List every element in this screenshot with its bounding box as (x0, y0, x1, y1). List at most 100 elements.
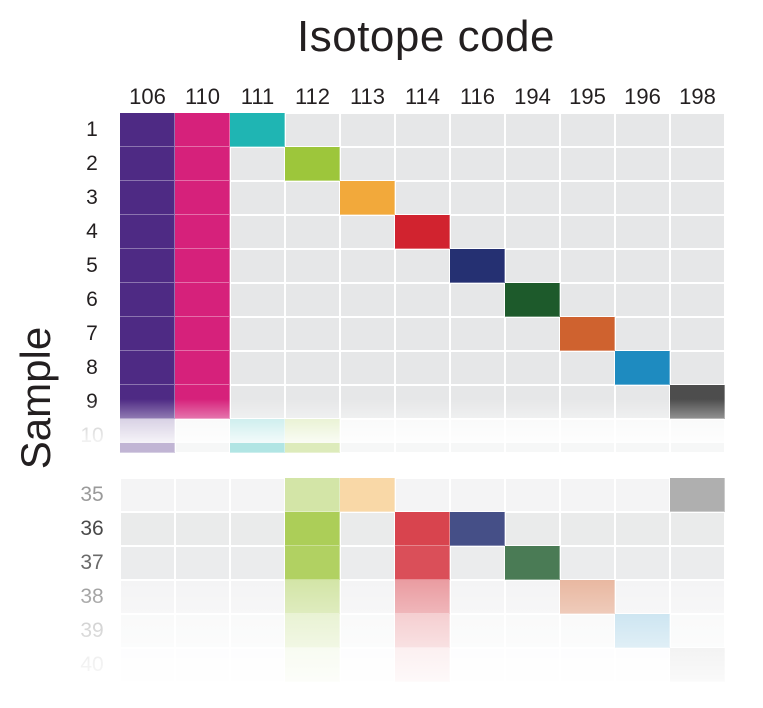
cell-sample-6-isotope-106 (120, 283, 175, 317)
empty-cell (505, 147, 560, 181)
row-label-3: 3 (86, 186, 98, 209)
empty-cell (670, 249, 725, 283)
empty-cell (230, 181, 285, 215)
empty-cell (340, 283, 395, 317)
empty-cell (670, 614, 725, 648)
empty-cell (395, 249, 450, 283)
empty-cell (395, 385, 450, 419)
empty-cell (670, 512, 725, 546)
empty-cell (395, 419, 450, 453)
row-label-5: 5 (86, 254, 98, 277)
row-label-2: 2 (86, 152, 98, 175)
cell-sample-39-isotope-114 (395, 614, 450, 648)
column-label-114: 114 (404, 84, 441, 109)
empty-cell (175, 580, 230, 614)
empty-cell (395, 113, 450, 147)
empty-cell (175, 478, 230, 512)
empty-cell (615, 113, 670, 147)
empty-cell (230, 249, 285, 283)
empty-cell (120, 478, 175, 512)
cell-sample-10-isotope-112 (285, 419, 340, 453)
cell-sample-36-isotope-112 (285, 512, 340, 546)
empty-cell (230, 283, 285, 317)
empty-cell (340, 249, 395, 283)
empty-cell (450, 648, 505, 682)
empty-cell (175, 546, 230, 580)
cell-sample-6-isotope-110 (175, 283, 230, 317)
empty-cell (560, 351, 615, 385)
cell-sample-9-isotope-198 (670, 385, 725, 419)
cell-sample-7-isotope-106 (120, 317, 175, 351)
empty-cell (615, 546, 670, 580)
empty-cell (670, 215, 725, 249)
cell-sample-8-isotope-106 (120, 351, 175, 385)
row-label-9: 9 (86, 390, 98, 413)
empty-cell (615, 648, 670, 682)
cell-sample-35-isotope-113 (340, 478, 395, 512)
cell-sample-3-isotope-110 (175, 181, 230, 215)
empty-cell (395, 147, 450, 181)
empty-cell (560, 385, 615, 419)
empty-cell (340, 317, 395, 351)
empty-cell (450, 580, 505, 614)
empty-cell (560, 113, 615, 147)
cell-sample-10-isotope-111 (230, 419, 285, 453)
cell-sample-4-isotope-114 (395, 215, 450, 249)
empty-cell (670, 351, 725, 385)
empty-cell (505, 419, 560, 453)
empty-cell (340, 215, 395, 249)
row-label-37: 37 (80, 551, 104, 574)
empty-cell (340, 648, 395, 682)
empty-cell (285, 181, 340, 215)
empty-cell (670, 580, 725, 614)
empty-cell (340, 546, 395, 580)
column-label-196: 196 (624, 84, 661, 109)
cell-sample-9-isotope-106 (120, 385, 175, 419)
cell-sample-4-isotope-110 (175, 215, 230, 249)
empty-cell (230, 317, 285, 351)
column-label-112: 112 (294, 84, 331, 109)
row-label-38: 38 (80, 585, 104, 608)
cell-sample-37-isotope-194 (505, 546, 560, 580)
empty-cell (450, 215, 505, 249)
y-axis-label: Sample (12, 326, 59, 470)
empty-cell (505, 351, 560, 385)
empty-cell (615, 512, 670, 546)
empty-cell (120, 512, 175, 546)
row-label-10: 10 (80, 424, 104, 447)
cell-sample-39-isotope-112 (285, 614, 340, 648)
cell-sample-7-isotope-110 (175, 317, 230, 351)
empty-cell (450, 478, 505, 512)
empty-cell (450, 181, 505, 215)
empty-cell (395, 351, 450, 385)
empty-cell (285, 317, 340, 351)
column-label-113: 113 (349, 84, 386, 109)
empty-cell (615, 181, 670, 215)
empty-cell (340, 113, 395, 147)
empty-cell (560, 283, 615, 317)
empty-cell (340, 147, 395, 181)
cell-sample-6-isotope-194 (505, 283, 560, 317)
empty-cell (615, 283, 670, 317)
empty-cell (560, 478, 615, 512)
empty-cell (560, 215, 615, 249)
cell-sample-3-isotope-113 (340, 181, 395, 215)
empty-cell (505, 478, 560, 512)
empty-cell (285, 351, 340, 385)
row-label-40: 40 (80, 653, 104, 676)
empty-cell (450, 546, 505, 580)
empty-cell (450, 351, 505, 385)
empty-cell (615, 419, 670, 453)
cell-sample-38-isotope-112 (285, 580, 340, 614)
empty-cell (120, 580, 175, 614)
empty-cell (615, 385, 670, 419)
empty-cell (230, 648, 285, 682)
empty-cell (505, 648, 560, 682)
empty-cell (450, 147, 505, 181)
empty-cell (285, 215, 340, 249)
empty-cell (285, 283, 340, 317)
empty-cell (450, 385, 505, 419)
empty-cell (615, 249, 670, 283)
cell-sample-8-isotope-196 (615, 351, 670, 385)
empty-cell (230, 580, 285, 614)
